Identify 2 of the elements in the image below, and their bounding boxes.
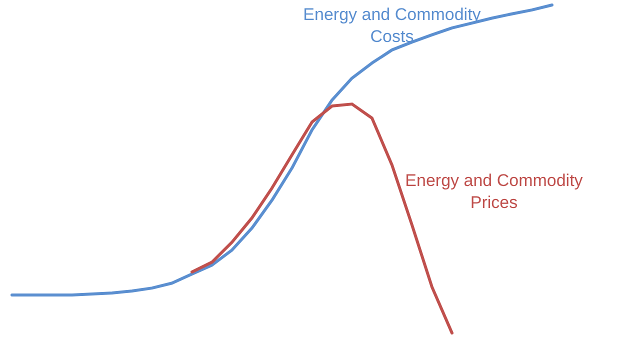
series-label: Energy and Commodity Costs bbox=[303, 5, 482, 46]
series-label: Energy and Commodity Prices bbox=[405, 171, 584, 212]
